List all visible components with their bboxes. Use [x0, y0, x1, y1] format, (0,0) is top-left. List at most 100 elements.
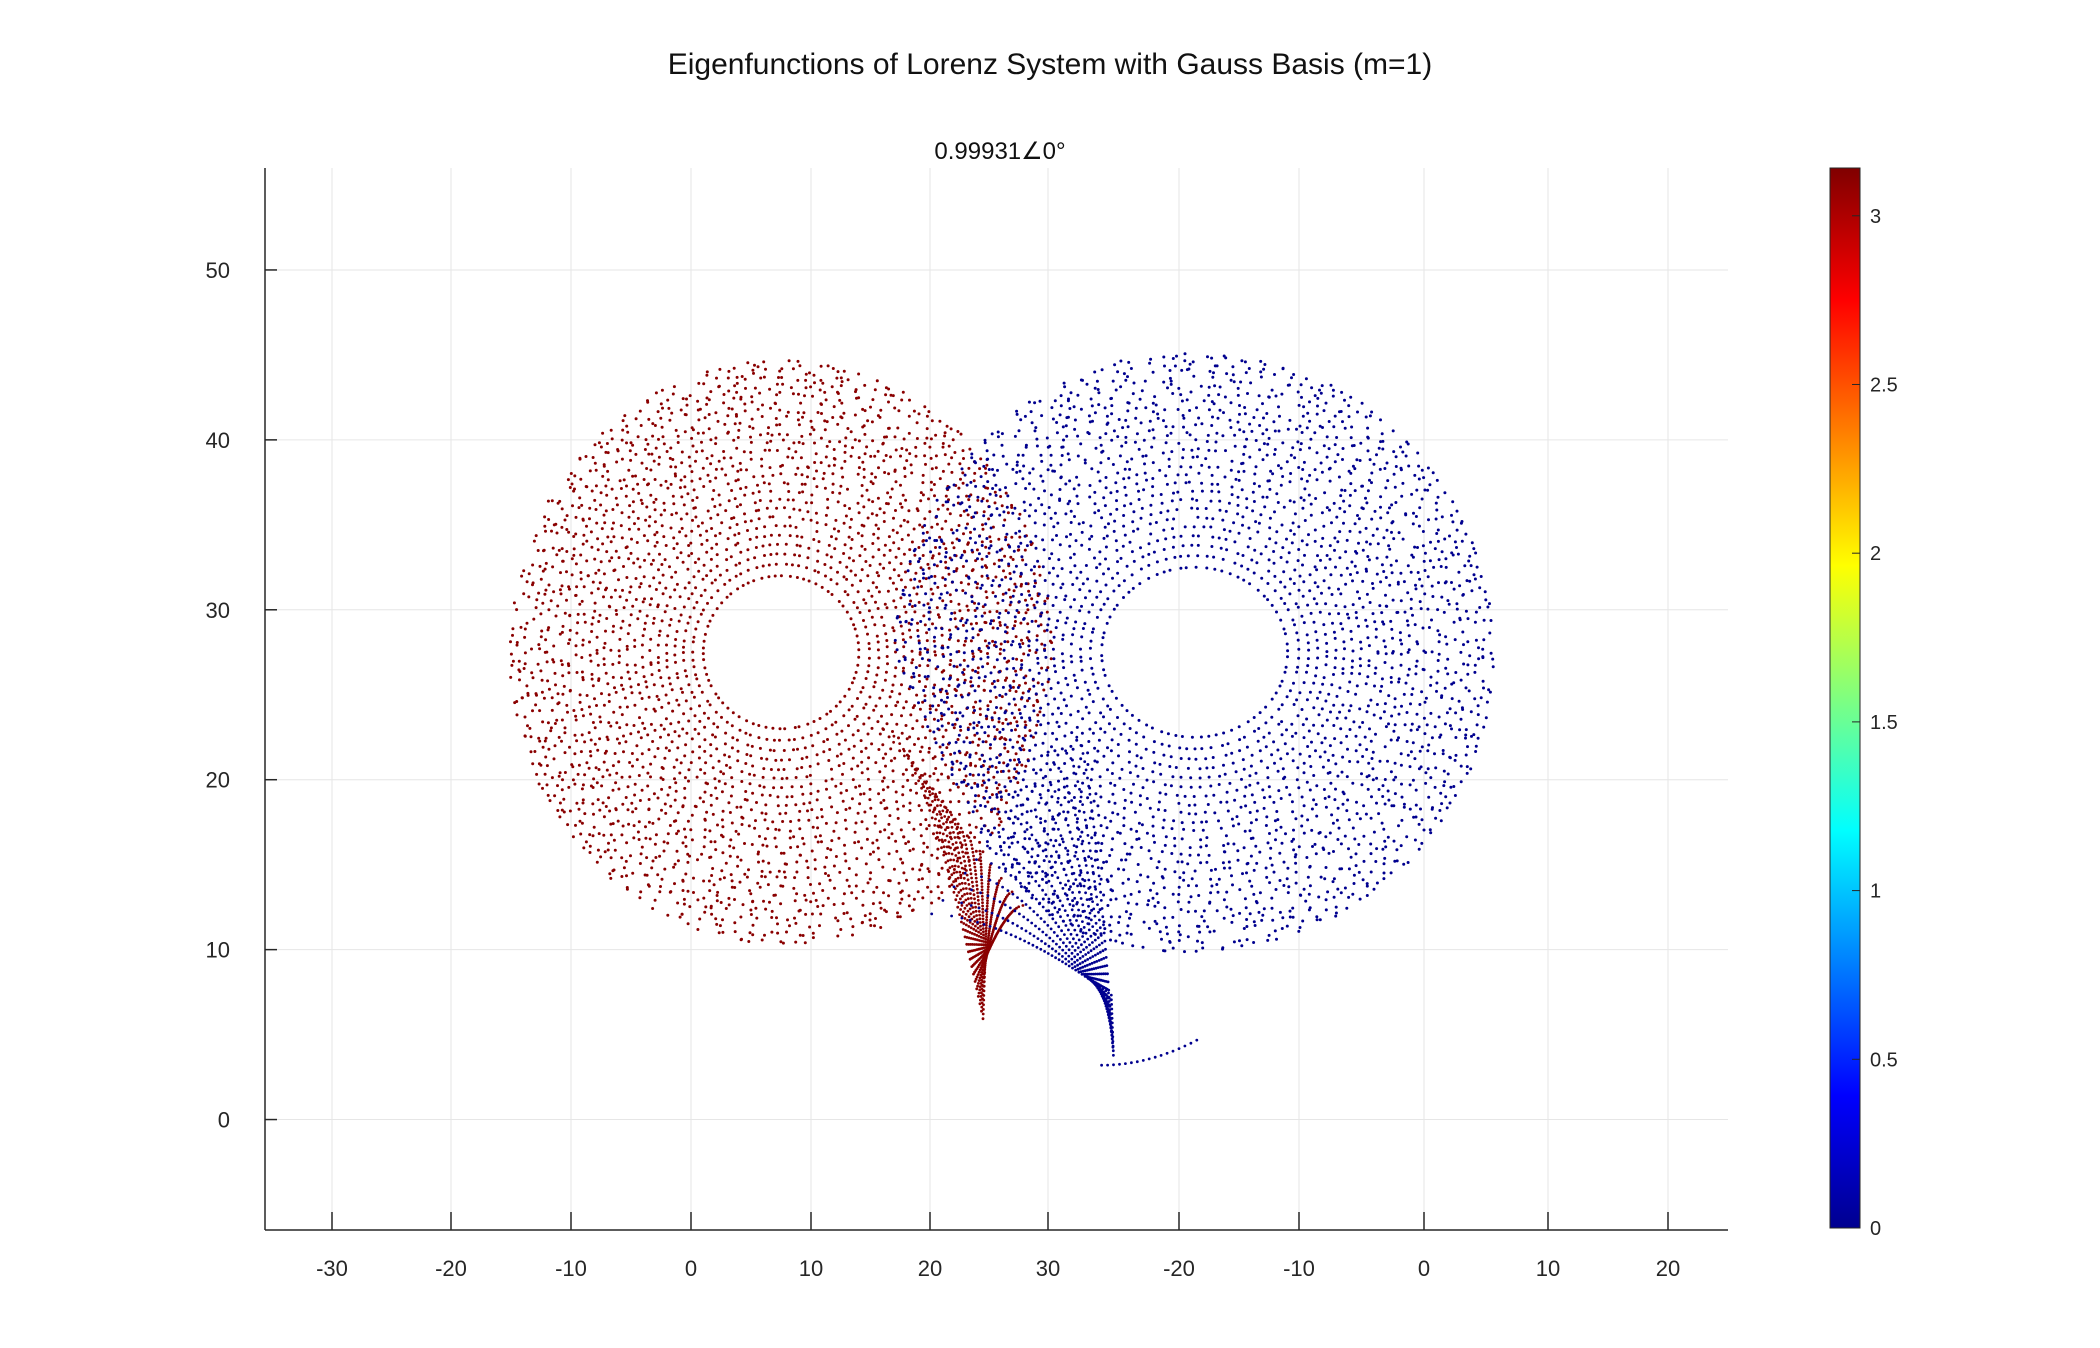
data-point: [793, 876, 797, 880]
data-point: [1043, 643, 1047, 647]
data-point: [646, 771, 650, 775]
data-point: [1163, 843, 1167, 847]
data-point: [751, 426, 755, 430]
data-point: [1077, 522, 1081, 526]
data-point: [613, 588, 617, 592]
data-point: [656, 796, 660, 800]
data-point: [539, 577, 543, 581]
data-point: [625, 441, 628, 445]
data-point: [1103, 504, 1107, 508]
data-point: [751, 923, 755, 927]
data-point: [684, 743, 688, 747]
data-point: [788, 924, 791, 928]
data-point: [768, 448, 771, 452]
data-point: [812, 373, 816, 377]
data-point: [884, 454, 888, 457]
data-point: [741, 816, 745, 820]
data-point: [778, 369, 782, 373]
data-point: [531, 709, 534, 713]
data-point: [539, 763, 543, 767]
data-point: [924, 577, 928, 581]
data-point: [1209, 525, 1213, 529]
data-point: [619, 487, 623, 490]
data-point: [978, 757, 982, 761]
data-point: [950, 825, 954, 829]
data-point: [1321, 765, 1325, 769]
data-point: [1190, 497, 1194, 501]
data-point: [965, 873, 969, 877]
data-point: [537, 643, 541, 647]
data-point: [620, 536, 624, 540]
data-point: [875, 673, 879, 677]
data-point: [981, 917, 985, 921]
data-point: [830, 723, 834, 727]
data-point: [956, 905, 960, 909]
data-point: [918, 680, 921, 683]
data-point: [894, 704, 898, 708]
data-point: [1173, 836, 1177, 840]
data-point: [852, 559, 855, 563]
data-point: [1104, 486, 1108, 490]
data-point: [1063, 762, 1067, 765]
data-point: [1252, 571, 1256, 575]
data-point: [887, 400, 890, 404]
data-point: [649, 762, 653, 766]
data-point: [1116, 560, 1119, 564]
data-point: [961, 928, 965, 931]
data-point: [778, 727, 782, 731]
data-point: [1046, 753, 1050, 757]
data-point: [582, 533, 586, 537]
data-point: [1170, 827, 1174, 831]
data-point: [963, 678, 967, 682]
data-point: [975, 914, 978, 917]
data-point: [783, 552, 787, 556]
data-point: [900, 897, 904, 901]
data-point: [745, 468, 748, 472]
data-point: [1220, 569, 1224, 573]
data-point: [609, 822, 613, 826]
data-point: [657, 568, 660, 572]
data-point: [525, 621, 529, 625]
data-point: [698, 745, 702, 749]
data-point: [1151, 815, 1155, 819]
data-point: [517, 659, 521, 663]
data-point: [978, 849, 982, 853]
data-point: [796, 359, 800, 363]
data-point: [810, 425, 814, 429]
data-point: [925, 436, 929, 440]
data-point: [1160, 501, 1164, 505]
data-point: [765, 757, 769, 761]
data-point: [707, 879, 711, 883]
data-point: [881, 442, 885, 446]
data-point: [1313, 581, 1317, 585]
data-point: [1349, 704, 1353, 708]
data-point: [947, 684, 951, 687]
data-point: [951, 865, 954, 868]
data-point: [1366, 555, 1370, 558]
data-point: [1254, 771, 1258, 775]
data-point: [864, 625, 868, 629]
data-point: [908, 801, 912, 805]
data-point: [999, 495, 1003, 498]
data-point: [1168, 765, 1172, 768]
data-point: [899, 562, 903, 566]
data-point: [1167, 744, 1171, 748]
data-point: [628, 761, 632, 764]
data-point: [966, 608, 970, 612]
data-point: [876, 648, 880, 652]
data-point: [686, 819, 690, 823]
data-point: [851, 733, 855, 737]
data-point: [1020, 716, 1024, 720]
data-point: [1019, 666, 1023, 670]
data-point: [989, 700, 992, 704]
data-point: [598, 613, 602, 617]
data-point: [1104, 476, 1108, 479]
data-point: [662, 849, 666, 853]
data-point: [920, 786, 923, 790]
data-point: [722, 876, 726, 880]
data-point: [658, 629, 662, 633]
data-point: [833, 547, 837, 551]
data-point: [1217, 490, 1221, 494]
data-point: [993, 711, 997, 715]
data-point: [867, 642, 871, 645]
